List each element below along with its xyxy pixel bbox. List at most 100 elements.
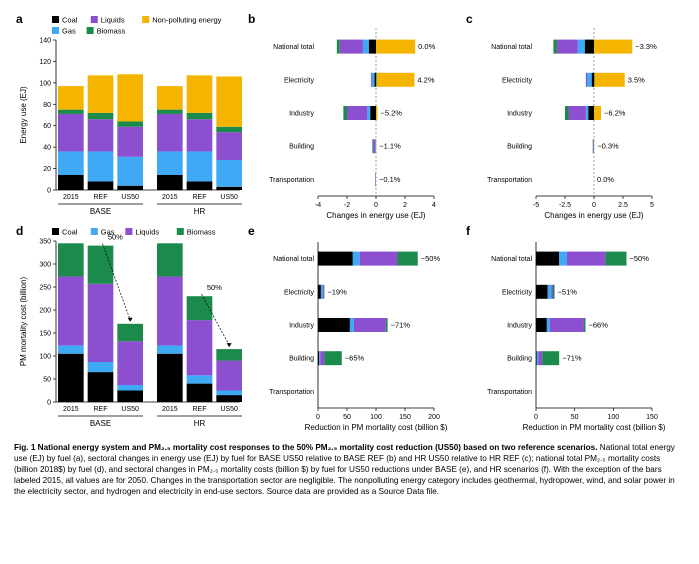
svg-text:−3.3%: −3.3%	[635, 42, 657, 51]
svg-text:Liquids: Liquids	[135, 228, 159, 237]
svg-text:−5.2%: −5.2%	[380, 109, 402, 118]
svg-text:Transportation: Transportation	[487, 389, 532, 396]
panel-e: eNational total−50%Electricity−19%Indust…	[246, 224, 464, 436]
panel-label-a: a	[16, 12, 23, 26]
svg-text:BASE: BASE	[90, 207, 111, 216]
svg-text:2: 2	[403, 202, 407, 209]
svg-text:2015: 2015	[162, 406, 178, 413]
svg-text:2015: 2015	[162, 194, 178, 201]
svg-text:100: 100	[39, 80, 51, 87]
svg-text:−6.2%: −6.2%	[604, 109, 626, 118]
svg-text:−1.1%: −1.1%	[379, 142, 401, 151]
svg-text:National total: National total	[491, 256, 532, 263]
svg-text:250: 250	[39, 285, 51, 292]
svg-text:−19%: −19%	[327, 287, 347, 296]
svg-text:50: 50	[571, 414, 579, 421]
svg-text:140: 140	[39, 38, 51, 45]
svg-text:Reduction in PM mortality cost: Reduction in PM mortality cost (billion …	[305, 423, 448, 432]
svg-text:National total: National total	[491, 44, 532, 51]
caption-title: Fig. 1 National energy system and PM₂.₅ …	[14, 443, 598, 452]
svg-text:2015: 2015	[63, 406, 79, 413]
svg-text:50: 50	[343, 414, 351, 421]
svg-text:Coal: Coal	[62, 228, 78, 237]
figure-grid: a020406080100120140Energy use (EJ)2015RE…	[14, 12, 685, 436]
svg-text:Changes in energy use (EJ): Changes in energy use (EJ)	[544, 211, 644, 220]
svg-text:−65%: −65%	[345, 354, 365, 363]
svg-text:Non-polluting energy: Non-polluting energy	[152, 16, 221, 25]
svg-text:Biomass: Biomass	[97, 27, 126, 36]
svg-text:Energy use (EJ): Energy use (EJ)	[19, 86, 28, 144]
panel-label-c: c	[466, 12, 473, 26]
svg-text:Reduction in PM mortality cost: Reduction in PM mortality cost (billion …	[523, 423, 666, 432]
svg-text:REF: REF	[193, 194, 207, 201]
svg-text:US50: US50	[220, 194, 238, 201]
svg-text:5: 5	[650, 202, 654, 209]
svg-text:350: 350	[39, 239, 51, 246]
svg-text:0: 0	[316, 414, 320, 421]
svg-text:0: 0	[374, 202, 378, 209]
svg-text:Electricity: Electricity	[502, 289, 532, 296]
svg-text:Industry: Industry	[507, 111, 532, 118]
svg-text:Transportation: Transportation	[487, 177, 532, 184]
svg-text:Changes in energy use (EJ): Changes in energy use (EJ)	[326, 211, 426, 220]
svg-text:-4: -4	[315, 202, 321, 209]
svg-text:50%: 50%	[207, 283, 222, 292]
svg-text:50%: 50%	[108, 233, 123, 242]
svg-text:US50: US50	[121, 194, 139, 201]
svg-text:120: 120	[39, 59, 51, 66]
figure-caption: Fig. 1 National energy system and PM₂.₅ …	[14, 442, 685, 497]
svg-text:−50%: −50%	[421, 254, 441, 263]
svg-text:Industry: Industry	[507, 323, 532, 330]
panel-f: fNational total−50%Electricity−51%Indust…	[464, 224, 682, 436]
svg-text:Transportation: Transportation	[269, 177, 314, 184]
svg-text:0.0%: 0.0%	[597, 175, 614, 184]
svg-text:Gas: Gas	[62, 27, 76, 36]
svg-text:Coal: Coal	[62, 16, 78, 25]
svg-text:Electricity: Electricity	[284, 77, 314, 84]
svg-text:HR: HR	[194, 207, 206, 216]
panel-a: a 0 20 40 60 80 100 120 140 Energy use (EJ) 2015 RE…	[14, 12, 246, 224]
svg-text:200: 200	[428, 414, 440, 421]
svg-text:Liquids: Liquids	[101, 16, 125, 25]
svg-text:20: 20	[43, 166, 51, 173]
svg-text:PM mortality cost (billion): PM mortality cost (billion)	[19, 276, 28, 366]
panel-label-f: f	[466, 224, 470, 238]
svg-text:Biomass: Biomass	[187, 228, 216, 237]
svg-text:4.2%: 4.2%	[417, 75, 434, 84]
svg-text:Building: Building	[289, 356, 314, 363]
svg-text:0: 0	[47, 188, 51, 195]
svg-text:US50: US50	[121, 406, 139, 413]
svg-text:2015: 2015	[63, 194, 79, 201]
svg-text:Building: Building	[507, 356, 532, 363]
svg-text:4: 4	[432, 202, 436, 209]
svg-text:0: 0	[534, 414, 538, 421]
svg-text:BASE: BASE	[90, 419, 111, 428]
panel-d: d050100150200250300350PM mortality cost …	[14, 224, 246, 436]
svg-text:3.5%: 3.5%	[628, 75, 645, 84]
svg-text:REF: REF	[94, 406, 108, 413]
svg-text:60: 60	[43, 123, 51, 130]
svg-text:−0.1%: −0.1%	[379, 175, 401, 184]
panel-label-d: d	[16, 224, 23, 238]
svg-text:−71%: −71%	[391, 321, 411, 330]
svg-text:80: 80	[43, 102, 51, 109]
svg-text:40: 40	[43, 145, 51, 152]
panel-b: bNational total0.0%Electricity4.2%Indust…	[246, 12, 464, 224]
svg-text:National total: National total	[273, 256, 314, 263]
svg-text:HR: HR	[194, 419, 206, 428]
svg-text:150: 150	[39, 331, 51, 338]
svg-text:−66%: −66%	[588, 321, 608, 330]
svg-text:100: 100	[370, 414, 382, 421]
svg-text:0: 0	[592, 202, 596, 209]
svg-text:2.5: 2.5	[618, 202, 628, 209]
svg-text:200: 200	[39, 308, 51, 315]
svg-text:150: 150	[399, 414, 411, 421]
svg-text:−51%: −51%	[558, 287, 578, 296]
svg-text:Transportation: Transportation	[269, 389, 314, 396]
svg-text:REF: REF	[94, 194, 108, 201]
svg-text:−71%: −71%	[562, 354, 582, 363]
panel-label-e: e	[248, 224, 255, 238]
panel-c: cNational total−3.3%Electricity3.5%Indus…	[464, 12, 682, 224]
svg-text:Electricity: Electricity	[284, 289, 314, 296]
svg-text:300: 300	[39, 262, 51, 269]
